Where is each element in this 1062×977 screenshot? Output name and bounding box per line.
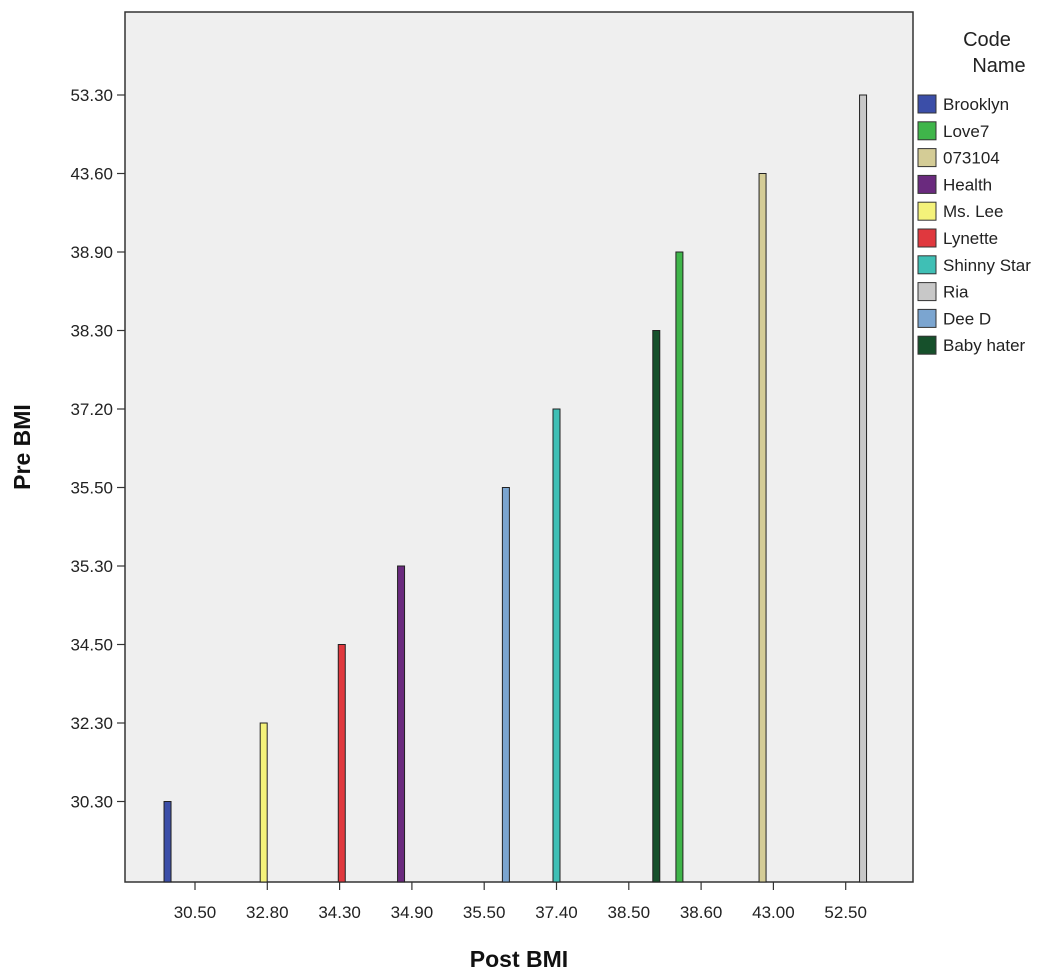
x-tick-label: 38.60 [680, 903, 723, 922]
y-tick-label: 34.50 [70, 636, 113, 655]
y-tick-label: 35.50 [70, 479, 113, 498]
y-tick-label: 32.30 [70, 714, 113, 733]
legend-swatch-baby-hater [917, 335, 937, 355]
legend-label-brooklyn: Brooklyn [943, 95, 1009, 114]
x-tick-label: 38.50 [608, 903, 651, 922]
legend-swatch-ria [917, 282, 937, 302]
legend-swatch-ms-lee [917, 201, 937, 221]
y-tick-label: 38.90 [70, 243, 113, 262]
legend-swatch-health [917, 174, 937, 194]
bar-brooklyn [163, 801, 172, 883]
plot-area [124, 11, 914, 883]
bar-dee-d [501, 487, 510, 883]
legend-label-love7: Love7 [943, 122, 989, 141]
bar-ria [859, 94, 868, 883]
bar-love7 [675, 251, 684, 883]
legend-label-shinny-star: Shinny Star [943, 256, 1031, 275]
x-tick-label: 37.40 [535, 903, 578, 922]
y-tick-label: 37.20 [70, 400, 113, 419]
x-tick-label: 35.50 [463, 903, 506, 922]
legend-items: Brooklyn Love7 073104 Health Ms. Lee Lynette S… [917, 94, 1031, 355]
legend-label-073104: 073104 [943, 149, 1000, 168]
bar-073104 [758, 173, 767, 883]
x-tick-label: 30.50 [174, 903, 217, 922]
legend-swatch-dee-d [917, 308, 937, 328]
y-axis-title: Pre BMI [9, 404, 35, 490]
legend-swatch-lynette [917, 228, 937, 248]
x-tick-label: 34.30 [318, 903, 361, 922]
x-tick-label: 34.90 [391, 903, 434, 922]
bar-baby-hater [652, 330, 661, 883]
legend-label-ria: Ria [943, 283, 969, 302]
legend-label-health: Health [943, 175, 992, 194]
legend-swatch-073104 [917, 148, 937, 168]
legend-label-ms-lee: Ms. Lee [943, 202, 1003, 221]
x-tick-label: 32.80 [246, 903, 289, 922]
bar-health [397, 565, 406, 883]
bar-lynette [337, 644, 346, 883]
y-tick-label: 53.30 [70, 86, 113, 105]
legend-label-baby-hater: Baby hater [943, 336, 1026, 355]
legend-label-dee-d: Dee D [943, 309, 991, 328]
x-axis-title: Post BMI [470, 946, 568, 972]
y-tick-label: 38.30 [70, 322, 113, 341]
y-tick-label: 35.30 [70, 557, 113, 576]
x-tick-label: 43.00 [752, 903, 795, 922]
bar-shinny-star [552, 408, 561, 883]
y-tick-label: 30.30 [70, 793, 113, 812]
y-tick-label: 43.60 [70, 165, 113, 184]
x-tick-label: 52.50 [824, 903, 867, 922]
x-axis: 30.50 32.80 34.30 34.90 35.50 37.40 38.50 38.60… [174, 882, 867, 922]
bar-ms-lee [259, 722, 268, 883]
legend-swatch-love7 [917, 121, 937, 141]
legend: Code Name Brooklyn Love7 073104 Health Ms. L… [917, 29, 1031, 355]
legend-title-line-1: Code [963, 29, 1011, 51]
legend-title-line-2: Name [972, 55, 1025, 77]
bars [163, 94, 868, 883]
y-axis: 30.30 32.30 34.50 35.30 35.50 37.20 38.30 38.90… [70, 86, 125, 812]
legend-swatch-shinny-star [917, 255, 937, 275]
legend-swatch-brooklyn [917, 94, 937, 114]
legend-label-lynette: Lynette [943, 229, 998, 248]
